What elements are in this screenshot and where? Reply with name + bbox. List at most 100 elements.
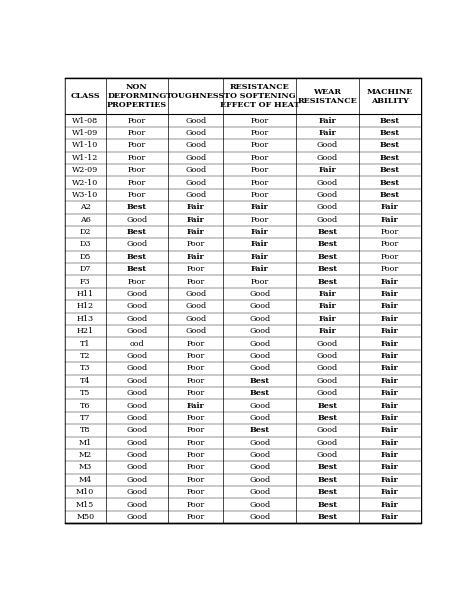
Text: Good: Good	[249, 488, 270, 496]
Text: W2-10: W2-10	[72, 179, 99, 186]
Text: Poor: Poor	[187, 340, 205, 348]
Text: Good: Good	[127, 501, 147, 509]
Bar	[65, 152, 421, 164]
Text: Best: Best	[318, 265, 337, 274]
Text: Fair: Fair	[381, 464, 399, 471]
Text: Good: Good	[317, 191, 338, 199]
Text: Fair: Fair	[187, 253, 205, 261]
Text: Fair: Fair	[319, 303, 337, 310]
Text: Poor: Poor	[251, 117, 269, 124]
Text: Fair: Fair	[381, 488, 399, 496]
Text: Good: Good	[127, 426, 147, 435]
Text: Fair: Fair	[381, 340, 399, 348]
Text: Best: Best	[380, 191, 400, 199]
Text: H21: H21	[77, 327, 94, 335]
Text: A2: A2	[80, 203, 91, 211]
Text: Fair: Fair	[319, 290, 337, 298]
Text: H12: H12	[77, 303, 94, 310]
Text: M3: M3	[79, 464, 92, 471]
Text: M1: M1	[79, 439, 92, 447]
Text: Fair: Fair	[381, 439, 399, 447]
Text: Good: Good	[249, 501, 270, 509]
Text: Good: Good	[127, 488, 147, 496]
Text: Best: Best	[127, 265, 147, 274]
Text: T5: T5	[80, 389, 91, 397]
Text: Fair: Fair	[251, 253, 269, 261]
Bar	[65, 436, 421, 449]
Text: Good: Good	[127, 401, 147, 410]
Text: Fair: Fair	[381, 364, 399, 372]
Bar	[65, 337, 421, 350]
Text: W2-09: W2-09	[72, 166, 99, 174]
Text: Poor: Poor	[187, 451, 205, 459]
Bar	[65, 288, 421, 300]
Text: Good: Good	[127, 464, 147, 471]
Text: Best: Best	[380, 154, 400, 162]
Text: Fair: Fair	[319, 327, 337, 335]
Bar	[65, 127, 421, 139]
Bar	[65, 313, 421, 325]
Text: T8: T8	[80, 426, 91, 435]
Text: Good: Good	[127, 215, 147, 224]
Text: M4: M4	[79, 476, 92, 484]
Text: Best: Best	[318, 240, 337, 249]
Text: Poor: Poor	[381, 228, 399, 236]
Text: T2: T2	[80, 352, 91, 360]
Text: Good: Good	[127, 327, 147, 335]
Text: Good: Good	[185, 303, 206, 310]
Text: Best: Best	[318, 401, 337, 410]
Text: Good: Good	[127, 476, 147, 484]
Text: Good: Good	[249, 352, 270, 360]
Text: Good: Good	[249, 303, 270, 310]
Text: Good: Good	[249, 364, 270, 372]
Text: W1-10: W1-10	[72, 141, 99, 149]
Bar	[65, 189, 421, 201]
Text: Poor: Poor	[381, 253, 399, 261]
Text: Poor: Poor	[187, 501, 205, 509]
Text: Fair: Fair	[187, 215, 205, 224]
Text: D2: D2	[80, 228, 91, 236]
Text: Good: Good	[249, 439, 270, 447]
Text: W1-09: W1-09	[72, 129, 99, 137]
Text: Poor: Poor	[251, 278, 269, 286]
Text: Good: Good	[317, 154, 338, 162]
Bar	[65, 275, 421, 288]
Text: Good: Good	[317, 340, 338, 348]
Text: Good: Good	[185, 154, 206, 162]
Bar	[65, 214, 421, 226]
Bar	[65, 387, 421, 400]
Text: Best: Best	[318, 488, 337, 496]
Text: Fair: Fair	[381, 290, 399, 298]
Text: Poor: Poor	[251, 215, 269, 224]
Text: Best: Best	[250, 377, 270, 385]
Text: H13: H13	[77, 315, 94, 323]
Bar	[65, 498, 421, 511]
Text: Fair: Fair	[381, 327, 399, 335]
Text: Good: Good	[127, 451, 147, 459]
Text: Poor: Poor	[187, 488, 205, 496]
Text: CLASS: CLASS	[71, 92, 100, 100]
Text: T3: T3	[80, 364, 91, 372]
Text: Best: Best	[318, 253, 337, 261]
Bar	[65, 411, 421, 424]
Text: Poor: Poor	[187, 265, 205, 274]
Text: Good: Good	[249, 476, 270, 484]
Text: Good: Good	[185, 117, 206, 124]
Text: Poor: Poor	[187, 278, 205, 286]
Text: W1-12: W1-12	[72, 154, 99, 162]
Text: Poor: Poor	[251, 129, 269, 137]
Text: H11: H11	[77, 290, 94, 298]
Text: Good: Good	[317, 439, 338, 447]
Text: Fair: Fair	[251, 228, 269, 236]
Bar	[65, 375, 421, 387]
Text: Best: Best	[380, 129, 400, 137]
Text: D5: D5	[80, 253, 91, 261]
Bar	[65, 114, 421, 127]
Bar	[65, 263, 421, 275]
Text: Good: Good	[249, 340, 270, 348]
Text: Poor: Poor	[251, 166, 269, 174]
Text: T4: T4	[80, 377, 91, 385]
Text: Best: Best	[318, 228, 337, 236]
Text: WEAR
RESISTANCE: WEAR RESISTANCE	[298, 88, 357, 105]
Text: Best: Best	[250, 389, 270, 397]
